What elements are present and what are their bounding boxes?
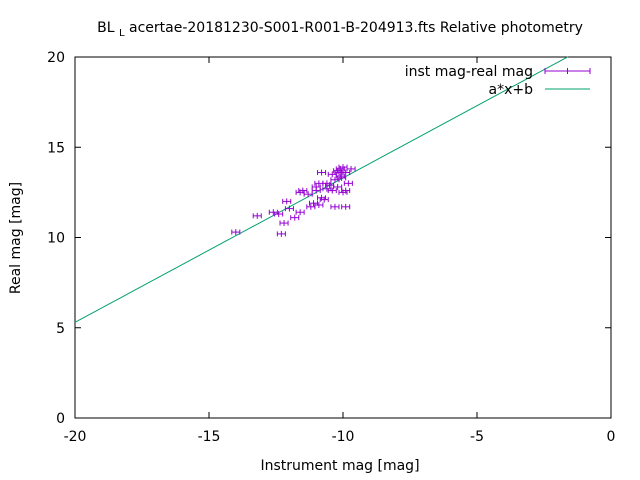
data-point: [279, 220, 289, 227]
data-point: [341, 203, 351, 210]
data-point: [311, 187, 321, 194]
data-point: [309, 200, 319, 207]
data-point: [252, 212, 262, 219]
data-point: [319, 196, 329, 203]
y-axis-label: Real mag [mag]: [8, 182, 24, 294]
data-point: [274, 211, 284, 218]
legend-label-fit: a*x+b: [489, 82, 534, 98]
y-tick-label: 0: [56, 411, 65, 427]
data-point: [276, 230, 286, 237]
data-point: [314, 202, 324, 209]
fit-line-series: [74, 56, 569, 323]
data-points-series: [231, 164, 356, 237]
x-axis-label: Instrument mag [mag]: [260, 458, 419, 474]
data-point: [341, 187, 351, 194]
data-point: [303, 191, 313, 198]
x-tick-label: -15: [198, 429, 221, 445]
data-point: [284, 205, 294, 212]
data-point: [317, 169, 327, 176]
data-point: [298, 187, 308, 194]
legend: inst mag-real mag a*x+b: [405, 64, 591, 98]
data-point: [330, 203, 340, 210]
data-point: [322, 185, 332, 192]
data-point: [343, 180, 353, 187]
chart-title-prefix: BL: [97, 20, 115, 36]
data-point: [290, 214, 300, 221]
data-point: [333, 183, 343, 190]
y-tick-label: 15: [47, 140, 65, 156]
x-tick-label: -10: [332, 429, 355, 445]
data-point: [268, 209, 278, 216]
legend-symbol-points: [544, 68, 591, 74]
x-tick-label: 0: [607, 429, 616, 445]
data-point: [346, 165, 356, 172]
data-point: [282, 198, 292, 205]
y-tick-label: 5: [56, 321, 65, 337]
fit-line: [74, 56, 569, 323]
plot-area: [74, 56, 612, 419]
data-point: [295, 209, 305, 216]
y-tick-label: 10: [47, 231, 65, 247]
axis-ticks: -20 -15 -10 -5 0 0 5 10 15 20: [47, 50, 615, 445]
x-tick-label: -20: [64, 429, 87, 445]
y-tick-label: 20: [47, 50, 65, 66]
x-tick-label: -5: [470, 429, 484, 445]
chart-title: BL L acertae-20181230-S001-R001-B-204913…: [97, 20, 583, 40]
chart-title-rest: acertae-20181230-S001-R001-B-204913.fts …: [129, 20, 583, 36]
data-point: [337, 174, 347, 181]
legend-label-points: inst mag-real mag: [405, 64, 533, 80]
data-point: [231, 229, 241, 236]
chart-title-subscript: L: [119, 28, 125, 39]
data-point: [334, 169, 344, 176]
